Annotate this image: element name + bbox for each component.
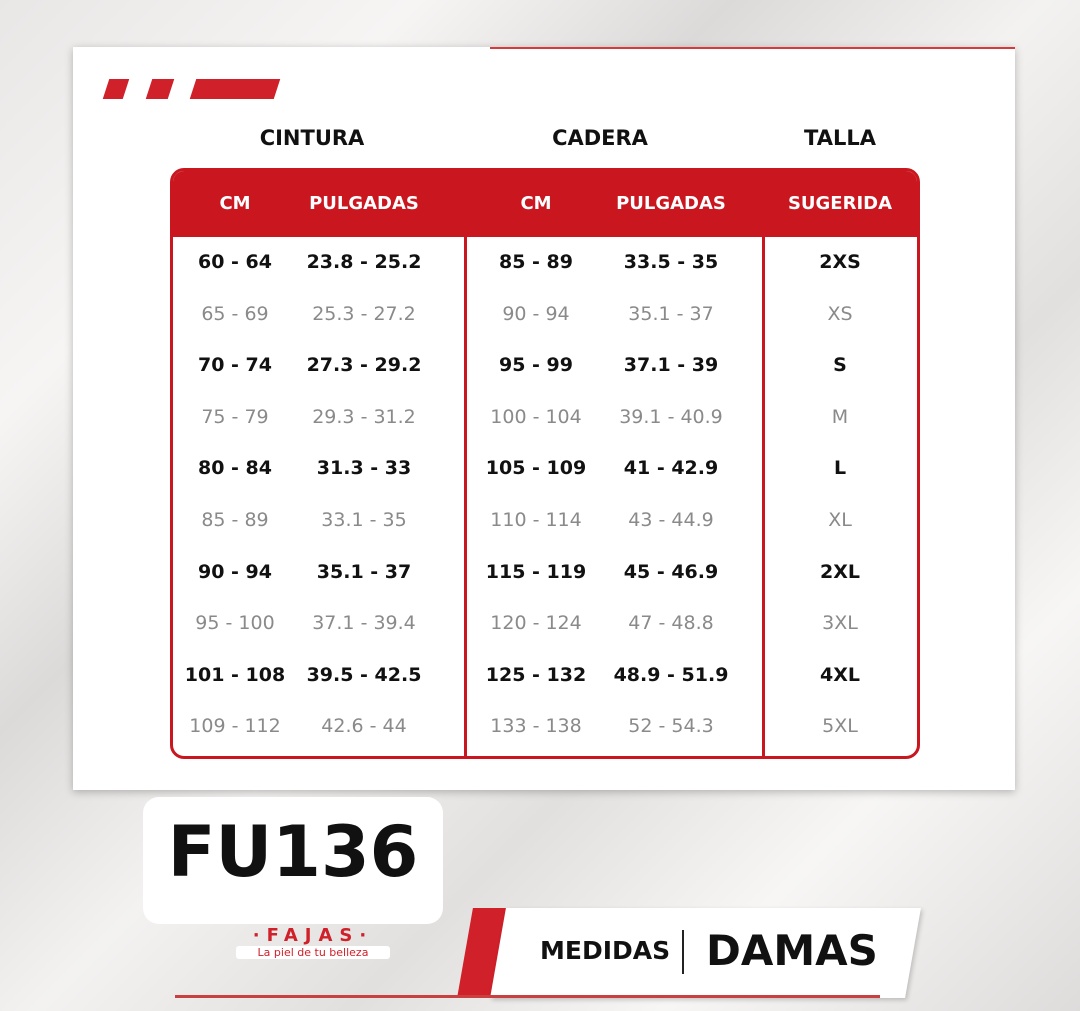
cell-cintura-cm: 80 - 84 — [198, 457, 272, 480]
cell-cintura-pulgadas: 33.1 - 35 — [321, 509, 407, 531]
cell-cadera-pulgadas: 37.1 - 39 — [623, 354, 719, 377]
cell-cintura-pulgadas: 31.3 - 33 — [316, 457, 412, 480]
cell-talla-sugerida: L — [833, 457, 847, 480]
cell-talla-sugerida: 2XL — [820, 560, 860, 583]
header-talla-sugerida: SUGERIDA — [787, 193, 893, 214]
cell-cintura-pulgadas: 27.3 - 29.2 — [306, 354, 422, 377]
cell-cadera-pulgadas: 52 - 54.3 — [628, 715, 714, 738]
cell-talla-sugerida: 3XL — [822, 612, 858, 635]
cell-cintura-pulgadas: 35.1 - 37 — [316, 560, 412, 583]
cell-cadera-pulgadas: 47 - 48.8 — [628, 612, 714, 635]
cell-cintura-pulgadas: 42.6 - 44 — [321, 715, 407, 738]
cell-cadera-cm: 95 - 99 — [499, 354, 573, 377]
cell-talla-sugerida: XL — [828, 509, 852, 531]
cell-cintura-pulgadas: 39.5 - 42.5 — [306, 663, 422, 686]
cell-cintura-cm: 70 - 74 — [198, 354, 272, 377]
column-divider — [464, 237, 467, 756]
cell-cintura-cm: 101 - 108 — [184, 663, 286, 686]
cell-cintura-cm: 95 - 100 — [195, 612, 275, 635]
cell-talla-sugerida: M — [831, 405, 849, 428]
decorative-line — [490, 47, 1015, 49]
cell-talla-sugerida: 2XS — [819, 251, 861, 273]
group-cintura: CINTURA — [259, 126, 365, 150]
cell-cintura-cm: 75 - 79 — [201, 405, 269, 428]
decorative-stripe — [189, 79, 281, 99]
header-cintura-pulgadas: PULGADAS — [309, 193, 419, 214]
cell-cadera-cm: 133 - 138 — [490, 715, 582, 738]
product-code: FU136 — [143, 797, 443, 924]
cell-cintura-cm: 65 - 69 — [201, 302, 269, 325]
cell-cadera-pulgadas: 41 - 42.9 — [623, 457, 719, 480]
brand-logo: ·FAJAS· La piel de tu belleza — [236, 925, 390, 959]
cell-cadera-cm: 115 - 119 — [485, 560, 587, 583]
cell-talla-sugerida: S — [833, 354, 847, 377]
cell-cintura-pulgadas: 29.3 - 31.2 — [312, 405, 416, 428]
banner-medidas: MEDIDAS — [540, 936, 671, 965]
cell-cadera-pulgadas: 48.9 - 51.9 — [613, 663, 729, 686]
cell-cadera-pulgadas: 45 - 46.9 — [623, 560, 719, 583]
cell-cadera-cm: 85 - 89 — [499, 251, 573, 273]
logo-name: ·FAJAS· — [252, 925, 374, 946]
size-table: CM PULGADAS CM PULGADAS SUGERIDA 60 - 64 23.8… — [170, 168, 920, 759]
cell-cadera-pulgadas: 39.1 - 40.9 — [619, 405, 723, 428]
cell-cintura-pulgadas: 23.8 - 25.2 — [306, 251, 422, 273]
column-divider — [762, 237, 765, 756]
banner-separator — [682, 930, 684, 974]
cell-cintura-cm: 90 - 94 — [198, 560, 272, 583]
header-cadera-cm: CM — [520, 193, 552, 214]
cell-cadera-pulgadas: 33.5 - 35 — [623, 251, 719, 273]
bottom-line — [175, 995, 880, 998]
banner-damas: DAMAS — [706, 926, 878, 975]
cell-cintura-pulgadas: 37.1 - 39.4 — [312, 612, 416, 635]
cell-cadera-pulgadas: 35.1 - 37 — [628, 302, 714, 325]
table-header: CM PULGADAS CM PULGADAS SUGERIDA — [173, 171, 917, 237]
group-cadera: CADERA — [552, 126, 648, 150]
cell-cadera-cm: 105 - 109 — [485, 457, 587, 480]
cell-talla-sugerida: XS — [827, 302, 853, 325]
cell-cadera-cm: 125 - 132 — [485, 663, 587, 686]
cell-cadera-cm: 120 - 124 — [490, 612, 582, 635]
cell-cadera-cm: 90 - 94 — [502, 302, 570, 325]
cell-cadera-cm: 100 - 104 — [490, 405, 582, 428]
logo-tagline: La piel de tu belleza — [236, 946, 390, 959]
cell-cintura-cm: 85 - 89 — [201, 509, 269, 531]
cell-talla-sugerida: 5XL — [822, 715, 858, 738]
cell-cintura-cm: 60 - 64 — [198, 251, 272, 273]
group-talla: TALLA — [804, 126, 876, 150]
cell-cadera-cm: 110 - 114 — [490, 509, 582, 531]
cell-talla-sugerida: 4XL — [820, 663, 860, 686]
header-cadera-pulgadas: PULGADAS — [616, 193, 726, 214]
cell-cadera-pulgadas: 43 - 44.9 — [628, 509, 714, 531]
header-cintura-cm: CM — [219, 193, 251, 214]
cell-cintura-cm: 109 - 112 — [189, 715, 281, 738]
cell-cintura-pulgadas: 25.3 - 27.2 — [312, 302, 416, 325]
